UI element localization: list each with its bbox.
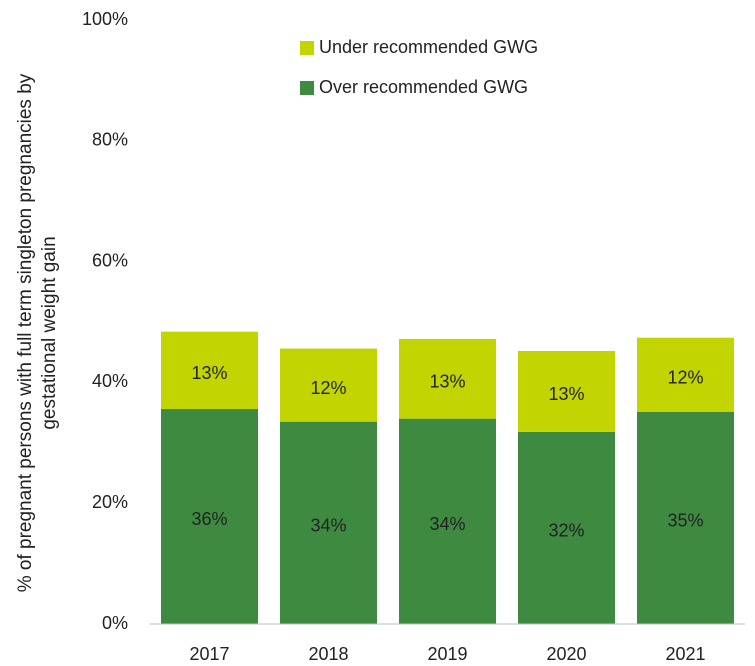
- y-tick-label: 80%: [92, 130, 128, 150]
- bar-segment: [280, 348, 377, 422]
- x-tick-label: 2018: [308, 644, 348, 664]
- bar-segment: [399, 418, 496, 624]
- data-label: 13%: [548, 384, 584, 404]
- y-axis-title: % of pregnant persons with full term sin…: [15, 73, 60, 593]
- bar-segment: [637, 411, 734, 624]
- x-tick-label: 2017: [189, 644, 229, 664]
- data-label: 12%: [667, 368, 703, 388]
- bar-segment: [518, 431, 615, 624]
- data-label: 13%: [191, 363, 227, 383]
- data-label: 34%: [429, 514, 465, 534]
- data-label: 36%: [191, 509, 227, 529]
- legend-label: Under recommended GWG: [319, 37, 538, 57]
- y-tick-label: 100%: [82, 9, 128, 29]
- x-tick-label: 2020: [546, 644, 586, 664]
- y-tick-label: 20%: [92, 492, 128, 512]
- x-tick-label: 2019: [427, 644, 467, 664]
- bar-segment: [518, 350, 615, 432]
- legend-swatch: [300, 81, 314, 95]
- data-label: 13%: [429, 372, 465, 392]
- data-label: 12%: [310, 378, 346, 398]
- y-tick-label: 40%: [92, 371, 128, 391]
- bar-segment: [161, 408, 258, 624]
- bar-segment: [399, 338, 496, 419]
- data-label: 35%: [667, 511, 703, 531]
- legend-label: Over recommended GWG: [319, 77, 528, 97]
- y-tick-label: 0%: [102, 613, 128, 633]
- data-label: 32%: [548, 521, 584, 541]
- bar-segment: [161, 331, 258, 409]
- y-tick-label: 60%: [92, 250, 128, 270]
- bar-segment: [280, 421, 377, 624]
- legend-swatch: [300, 41, 314, 55]
- x-tick-label: 2021: [665, 644, 705, 664]
- bar-segment: [637, 337, 734, 412]
- data-label: 34%: [310, 516, 346, 536]
